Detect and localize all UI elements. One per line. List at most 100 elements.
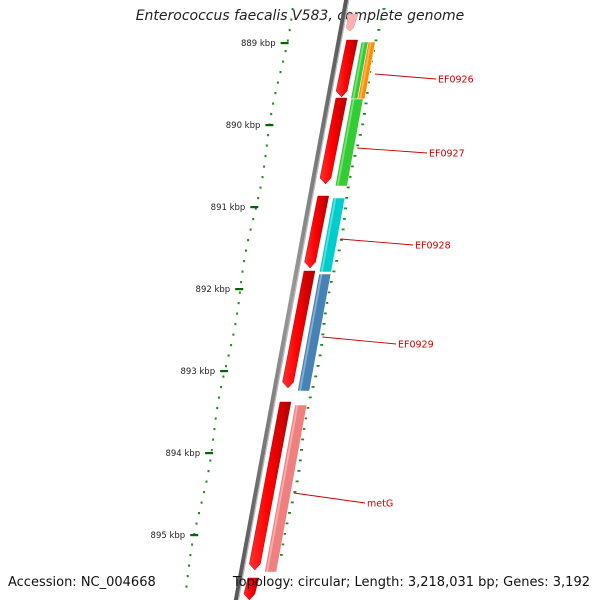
gc-dot <box>213 428 216 431</box>
gc-dot <box>257 197 260 200</box>
gene-bar-highlight <box>320 198 337 272</box>
gc-dot-outer <box>304 417 308 420</box>
gene-labels: EF0926 EF0927 EF0928 EF0929 metG <box>293 73 474 510</box>
gc-dot-outer <box>344 207 348 210</box>
gc-dot <box>189 554 192 557</box>
gc-dot-outer <box>308 396 312 399</box>
gc-dot-outer <box>342 218 346 220</box>
gc-dot <box>237 302 240 305</box>
label-leader-line <box>357 147 428 154</box>
gc-dot <box>225 365 227 368</box>
gene-label[interactable]: EF0928 <box>415 241 451 252</box>
gc-dot <box>216 407 219 410</box>
cds-arrow[interactable] <box>335 39 358 98</box>
gc-dot <box>264 155 267 158</box>
gc-dot-outer <box>361 123 365 126</box>
accession-text: Accession: NC_004668 <box>8 575 156 590</box>
gc-dot-outer <box>335 260 339 262</box>
gc-dot-outer <box>374 39 378 42</box>
gene-bar-EF0927[interactable] <box>334 98 364 187</box>
gc-dot <box>252 218 255 221</box>
cds-arrow[interactable] <box>319 97 348 185</box>
gc-dot <box>186 575 189 578</box>
cds-arrow-partial[interactable] <box>346 13 359 32</box>
gc-dot-outer <box>281 543 285 546</box>
cds-arrow[interactable] <box>304 195 330 269</box>
gc-dot-outer <box>293 491 297 493</box>
gc-dot-outer <box>311 386 315 388</box>
gc-dot <box>236 312 239 315</box>
gc-dot <box>274 92 277 95</box>
gc-dot <box>249 228 252 231</box>
gc-dot-outer <box>300 449 303 451</box>
gene-label[interactable]: EF0927 <box>429 149 465 160</box>
gene-bar-metG[interactable] <box>264 404 308 573</box>
gc-dot <box>205 480 208 483</box>
topology-text: Topology: circular; Length: 3,218,031 bp… <box>232 575 590 590</box>
gc-dot-outer <box>382 8 386 10</box>
gc-dot <box>198 512 200 515</box>
gc-dot <box>290 18 293 21</box>
gc-dot <box>220 386 223 389</box>
gc-dot-outer <box>295 480 299 483</box>
position-ticks: 889 kbp 890 kbp 891 kbp 892 kbp 893 kbp 894 k… <box>151 39 289 541</box>
gc-dot <box>263 165 266 168</box>
gene-bar-EF0929[interactable] <box>297 273 332 392</box>
cds-arrow[interactable] <box>243 577 260 600</box>
tick-label: 890 kbp <box>226 121 261 131</box>
gc-dot-outer <box>358 134 362 136</box>
tick-label: 894 kbp <box>165 449 200 459</box>
gc-dot-outer <box>302 428 306 430</box>
gene-bar-EF0926[interactable] <box>357 41 376 100</box>
gc-dot <box>222 375 225 378</box>
cds-track <box>243 13 359 600</box>
gc-dot-outer <box>363 113 366 115</box>
label-leader-line <box>293 492 366 504</box>
gc-dot-outer <box>364 102 368 105</box>
cds-arrow[interactable] <box>249 401 292 571</box>
gene-bar-highlight <box>352 42 365 99</box>
gc-dot <box>291 8 294 11</box>
gc-dot-outer <box>290 501 294 504</box>
gc-dot-outer <box>356 144 360 147</box>
label-leader-line <box>322 336 397 345</box>
gc-dot-outer <box>283 533 287 535</box>
tick-mark <box>265 124 274 127</box>
tick-mark <box>190 534 199 537</box>
tick-mark <box>220 370 229 373</box>
gc-dot-outer <box>321 333 325 336</box>
gc-dot <box>272 102 275 105</box>
gc-dot <box>254 207 257 210</box>
gc-dot <box>207 470 210 473</box>
gene-label[interactable]: EF0929 <box>398 340 434 351</box>
gc-dot <box>195 522 198 525</box>
gc-dot <box>185 585 188 588</box>
gc-dot <box>276 81 279 84</box>
gc-dot-outer <box>297 470 301 472</box>
gc-dot <box>286 39 289 42</box>
gene-label[interactable]: EF0926 <box>438 75 474 86</box>
gene-track <box>264 41 376 573</box>
gc-dot-outer <box>337 249 341 252</box>
gc-dot-outer <box>301 438 305 441</box>
gc-dot <box>209 459 212 462</box>
gc-dot <box>232 333 235 336</box>
cds-arrow[interactable] <box>282 270 316 389</box>
gene-bar-highlight <box>298 274 323 391</box>
gc-dot-outer <box>377 29 381 31</box>
label-leader-line <box>340 238 414 246</box>
gc-dot <box>270 113 273 116</box>
gc-dot <box>214 417 217 420</box>
gc-dot <box>241 270 244 273</box>
gc-dot-outer <box>366 81 370 84</box>
gc-dot <box>234 323 237 326</box>
gc-dot-outer <box>322 323 326 325</box>
gene-label[interactable]: metG <box>367 499 393 510</box>
tick-label: 895 kbp <box>151 531 186 541</box>
gene-bar-highlight <box>336 99 355 186</box>
gc-dot <box>288 29 291 32</box>
gene-bar-highlight <box>265 405 299 572</box>
gene-bar-EF0928[interactable] <box>318 197 346 273</box>
tick-label: 889 kbp <box>241 39 276 49</box>
